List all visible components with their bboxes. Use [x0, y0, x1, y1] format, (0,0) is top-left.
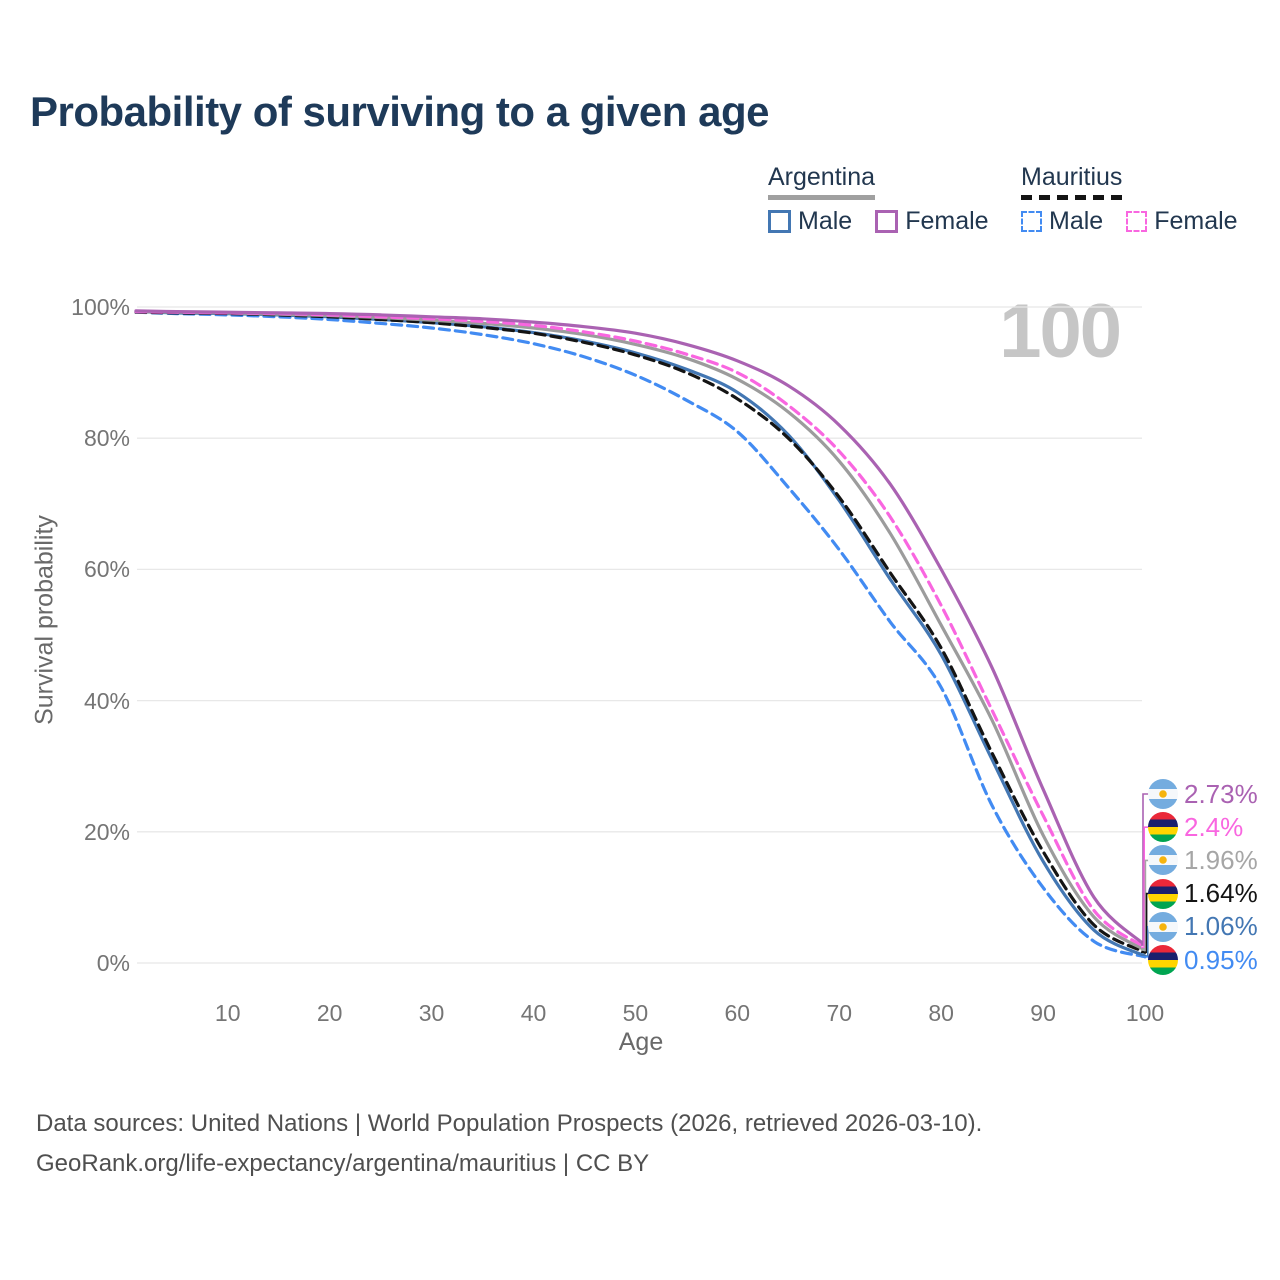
legend-item-mauritius-male[interactable]: Male [1021, 207, 1103, 236]
end-label-mauritius-male: 0.95% [1148, 944, 1258, 976]
line-mauritius-female[interactable] [134, 310, 1147, 949]
legend-swatch-icon [768, 210, 791, 233]
line-argentina-female[interactable] [134, 309, 1147, 947]
end-value-label: 2.4% [1184, 811, 1244, 842]
age-100-watermark: 100 [999, 289, 1122, 374]
legend-item-label: Male [798, 207, 853, 235]
legend-item-mauritius-female[interactable]: Female [1126, 207, 1238, 236]
mauritius-flag-icon [1148, 945, 1178, 975]
end-value-label: 2.73% [1184, 778, 1258, 809]
argentina-flag-icon [1148, 911, 1178, 942]
x-tick-label-30: 30 [418, 1000, 445, 1026]
footer: Data sources: United Nations | World Pop… [36, 1104, 982, 1184]
connector-line-mauritius-female [1141, 826, 1151, 949]
legend-swatch-icon [1021, 211, 1042, 232]
legend-item-argentina-female[interactable]: Female [875, 207, 989, 236]
legend-group-mauritius: Mauritius Male Female [1021, 163, 1238, 236]
end-value-label: 1.64% [1184, 878, 1258, 909]
y-tick-label-20: 20% [83, 818, 130, 845]
x-tick-label-50: 50 [622, 1000, 649, 1026]
mauritius-flag-icon [1148, 812, 1178, 843]
x-tick-label-90: 90 [1030, 1000, 1056, 1026]
x-tick-label-70: 70 [826, 1000, 853, 1026]
y-axis-title: Survival probability [30, 515, 59, 725]
footer-attribution-line: GeoRank.org/life-expectancy/argentina/ma… [36, 1150, 650, 1177]
end-label-argentina-female: 2.73% [1148, 778, 1258, 810]
x-axis-title: Age [618, 1028, 664, 1056]
legend-item-label: Female [1154, 207, 1238, 235]
argentina-flag-icon [1148, 779, 1178, 809]
x-tick-label-100: 100 [1125, 1000, 1165, 1026]
end-label-mauritius-total: 1.64% [1148, 878, 1258, 910]
end-label-mauritius-female: 2.4% [1148, 811, 1243, 843]
x-tick-label-60: 60 [724, 1000, 751, 1026]
line-mauritius-male[interactable] [134, 310, 1147, 959]
end-label-argentina-male: 1.06% [1148, 911, 1258, 943]
page-title: Probability of surviving to a given age [30, 88, 769, 135]
legend-line-style-indicator [768, 195, 876, 200]
end-label-argentina-total: 1.96% [1148, 844, 1258, 876]
y-tick-label-80: 80% [83, 425, 130, 452]
x-tick-label-20: 20 [316, 1000, 343, 1026]
y-tick-label-0: 0% [96, 950, 130, 976]
footer-sources-line: Data sources: United Nations | World Pop… [36, 1110, 983, 1137]
end-value-label: 0.95% [1184, 944, 1258, 975]
legend-item-label: Female [905, 207, 989, 235]
legend-line-style-indicator [1021, 195, 1123, 200]
legend-country-label: Mauritius [1021, 163, 1123, 200]
connector-line-argentina-female [1141, 793, 1151, 946]
y-tick-label-60: 60% [83, 556, 130, 583]
legend-swatch-icon [1126, 211, 1148, 232]
y-tick-label-100: 100% [71, 294, 130, 320]
legend-item-argentina-male[interactable]: Male [768, 207, 852, 236]
line-argentina-total[interactable] [134, 310, 1147, 952]
argentina-flag-icon [1148, 845, 1178, 876]
legend-item-label: Male [1049, 207, 1104, 235]
line-mauritius-total[interactable] [134, 310, 1147, 954]
x-tick-label-80: 80 [928, 1000, 954, 1026]
legend-group-argentina: Argentina Male Female [768, 163, 989, 236]
x-tick-label-10: 10 [214, 1000, 241, 1026]
mauritius-flag-icon [1148, 878, 1178, 909]
end-value-label: 1.96% [1184, 844, 1258, 875]
end-value-label: 1.06% [1184, 911, 1258, 942]
y-tick-label-40: 40% [83, 687, 130, 714]
x-tick-label-40: 40 [520, 1000, 547, 1026]
line-argentina-male[interactable] [134, 310, 1147, 958]
legend-country-label: Argentina [768, 163, 876, 200]
legend-swatch-icon [875, 210, 899, 233]
